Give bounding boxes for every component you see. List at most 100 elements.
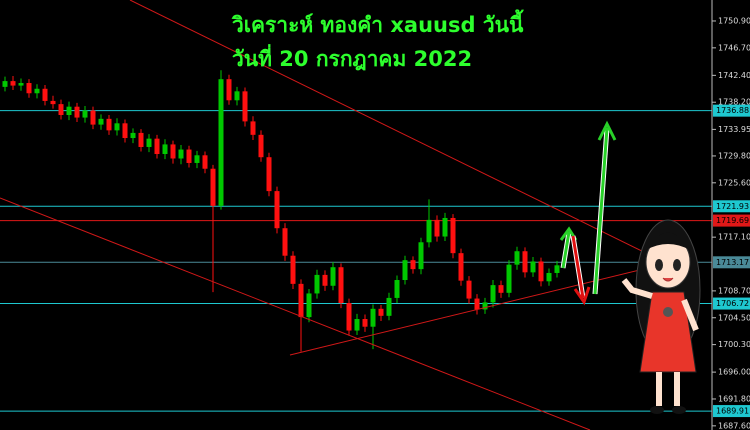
candle-body — [258, 134, 264, 158]
y-tick-label: 1708.70 — [718, 286, 750, 295]
candle-body — [154, 138, 160, 155]
levels: 1736.88 1721.93 1719.69 1713.17 1706.72 1689.… — [0, 104, 750, 418]
arrow — [593, 127, 609, 295]
candle-body — [530, 261, 536, 273]
y-tick-label: 1742.40 — [718, 71, 750, 80]
level-label-box — [713, 256, 750, 269]
candle-body — [210, 168, 216, 206]
eye — [673, 259, 681, 271]
candle-body — [362, 319, 368, 327]
candle-body — [418, 242, 424, 270]
y-tick-label: 1717.10 — [718, 233, 750, 242]
candle-body — [522, 251, 528, 273]
candle-body — [338, 267, 344, 304]
level-label-box — [713, 104, 750, 117]
level-label-box — [713, 297, 750, 310]
candle-body — [490, 285, 496, 303]
fringe — [646, 232, 690, 250]
eye — [655, 259, 663, 271]
candle-body — [234, 91, 240, 101]
candle-body — [426, 219, 432, 243]
y-tick-label: 1696.00 — [718, 368, 750, 377]
trend-line — [129, 0, 651, 256]
candle-body — [274, 191, 280, 229]
candle-body — [178, 149, 184, 159]
candle-body — [378, 308, 384, 316]
level-label-box — [713, 200, 750, 213]
candle-body — [250, 121, 256, 135]
candle-body — [434, 219, 440, 237]
candle-body — [458, 253, 464, 281]
candle-body — [58, 104, 64, 115]
candle-body — [202, 155, 208, 169]
mouth — [662, 277, 674, 282]
trend-lines — [0, 0, 651, 430]
candle-body — [394, 280, 400, 298]
leg — [656, 372, 662, 406]
y-tick-label: 1729.80 — [718, 151, 750, 160]
candle-body — [330, 267, 336, 286]
candle-body — [554, 265, 560, 273]
candle-body — [218, 79, 224, 206]
candle-body — [466, 280, 472, 299]
candle-body — [50, 100, 56, 105]
candle-body — [106, 118, 112, 131]
level-label: 1721.93 — [716, 202, 749, 211]
candle-body — [514, 251, 520, 265]
candle-body — [138, 132, 144, 147]
price-axis-labels: 1750.90 1746.70 1742.40 1738.20 1733.95 1729.… — [712, 16, 750, 430]
candle-body — [146, 138, 152, 147]
candle-body — [538, 261, 544, 282]
level-label: 1719.69 — [716, 216, 749, 225]
bow — [663, 307, 673, 317]
arrow — [571, 235, 585, 299]
candle-body — [354, 319, 360, 331]
candle-body — [410, 260, 416, 270]
chart-subtitle: วันที่ 20 กรกฎาคม 2022 — [232, 43, 472, 71]
candle-body — [122, 123, 128, 139]
shoe — [672, 406, 686, 414]
candle-body — [482, 302, 488, 310]
level-label-box — [713, 405, 750, 418]
candle-body — [26, 83, 32, 94]
cartoon-girl — [621, 219, 701, 414]
candle-body — [66, 106, 72, 115]
level-label-box — [713, 214, 750, 227]
arrow — [561, 231, 571, 269]
candle-body — [370, 308, 376, 327]
candle-body — [82, 110, 88, 118]
level-label: 1706.72 — [716, 299, 749, 308]
candle-body — [114, 123, 120, 131]
y-tick-label: 1687.60 — [718, 421, 750, 430]
candle-body — [194, 155, 200, 163]
candle-body — [186, 149, 192, 163]
dress — [639, 291, 697, 373]
candle-body — [506, 264, 512, 293]
candle-body — [18, 83, 24, 86]
y-tick-label: 1733.95 — [718, 125, 750, 134]
trend-line — [0, 197, 591, 430]
candle-body — [498, 285, 504, 293]
y-tick-label: 1704.50 — [718, 313, 750, 322]
arrows — [559, 120, 617, 306]
candle-body — [402, 260, 408, 281]
level-label: 1713.17 — [716, 258, 749, 267]
candle-body — [226, 79, 232, 101]
candle-body — [442, 217, 448, 237]
candle-body — [290, 255, 296, 284]
y-tick-label: 1700.30 — [718, 340, 750, 349]
candle-body — [242, 91, 248, 122]
candle-body — [298, 283, 304, 318]
y-tick-label: 1750.90 — [718, 16, 750, 25]
candle-body — [34, 88, 40, 94]
candle-body — [386, 297, 392, 316]
arrow-head — [573, 286, 591, 306]
candle-body — [130, 132, 136, 139]
candle-body — [42, 88, 48, 101]
candle-body — [346, 303, 352, 331]
candles — [2, 70, 560, 352]
leg — [674, 372, 680, 406]
y-tick-label: 1691.80 — [718, 394, 750, 403]
